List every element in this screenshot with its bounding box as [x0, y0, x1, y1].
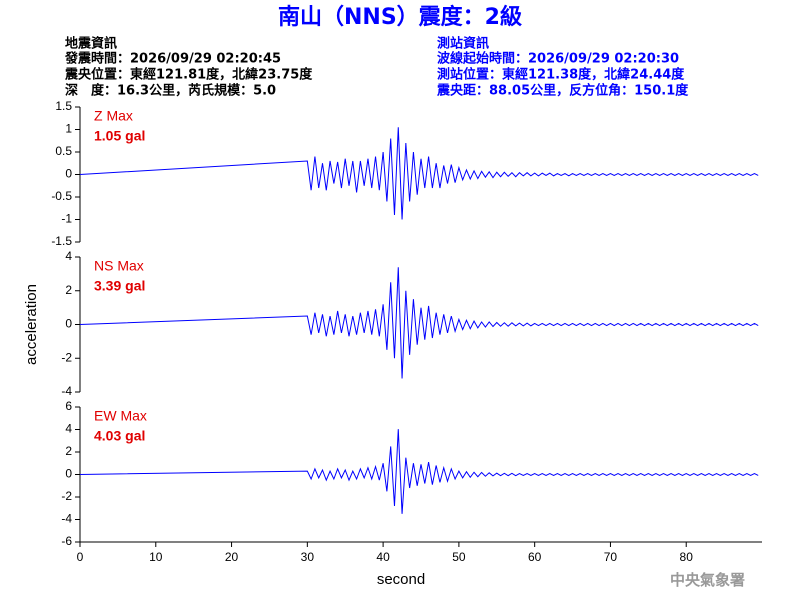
y-tick-label: 1 — [65, 122, 72, 136]
x-axis-label: second — [377, 571, 425, 588]
station-line: 測站資訊 — [437, 36, 489, 52]
y-tick-label: 0 — [65, 467, 72, 481]
y-tick-label: -0.5 — [51, 189, 72, 203]
x-tick-label: 40 — [376, 550, 390, 564]
y-tick-label: -2 — [61, 350, 72, 364]
y-axis-label: acceleration — [23, 284, 40, 365]
waveform — [79, 267, 759, 379]
x-tick-label: 80 — [680, 550, 694, 564]
y-tick-label: 4 — [65, 422, 72, 436]
x-tick-label: 50 — [452, 550, 466, 564]
info-line: 地震資訊 — [65, 36, 117, 52]
y-tick-label: 4 — [65, 249, 72, 263]
x-tick-label: 30 — [301, 550, 315, 564]
footer: 中央氣象署 — [670, 571, 745, 589]
info-line: 發震時間：2026/09/29 02:20:45 — [64, 51, 281, 67]
info-line: 深 度：16.3公里，芮氏規模：5.0 — [65, 83, 276, 99]
y-tick-label: -1.5 — [51, 234, 72, 248]
y-tick-label: -4 — [61, 512, 72, 526]
component-label: EW Max — [94, 408, 147, 424]
station-line: 測站位置：東經121.38度，北緯24.44度 — [437, 67, 685, 83]
component-label: Z Max — [94, 108, 133, 124]
x-tick-label: 70 — [604, 550, 618, 564]
waveform — [79, 429, 759, 514]
y-tick-label: -1 — [61, 212, 72, 226]
y-tick-label: -6 — [61, 534, 72, 548]
info-line: 震央位置：東經121.81度，北緯23.75度 — [64, 67, 313, 83]
component-label: NS Max — [94, 258, 144, 274]
waveform — [79, 127, 759, 220]
y-tick-label: 2 — [65, 444, 72, 458]
max-label: 4.03 gal — [94, 428, 145, 444]
y-tick-label: 0 — [65, 167, 72, 181]
max-label: 1.05 gal — [94, 128, 145, 144]
title: 南山（NNS）震度：2級 — [278, 4, 522, 30]
max-label: 3.39 gal — [94, 278, 145, 294]
y-tick-label: 2 — [65, 283, 72, 297]
x-tick-label: 10 — [149, 550, 163, 564]
station-line: 波線起始時間：2026/09/29 02:20:30 — [437, 51, 679, 67]
x-tick-label: 60 — [528, 550, 542, 564]
x-tick-label: 0 — [77, 550, 84, 564]
x-tick-label: 20 — [225, 550, 239, 564]
y-tick-label: 6 — [65, 399, 72, 413]
y-tick-label: 0.5 — [55, 144, 72, 158]
y-tick-label: -4 — [61, 384, 72, 398]
y-tick-label: -2 — [61, 489, 72, 503]
station-line: 震央距：88.05公里，反方位角：150.1度 — [436, 83, 689, 99]
y-tick-label: 1.5 — [55, 99, 72, 113]
y-tick-label: 0 — [65, 317, 72, 331]
